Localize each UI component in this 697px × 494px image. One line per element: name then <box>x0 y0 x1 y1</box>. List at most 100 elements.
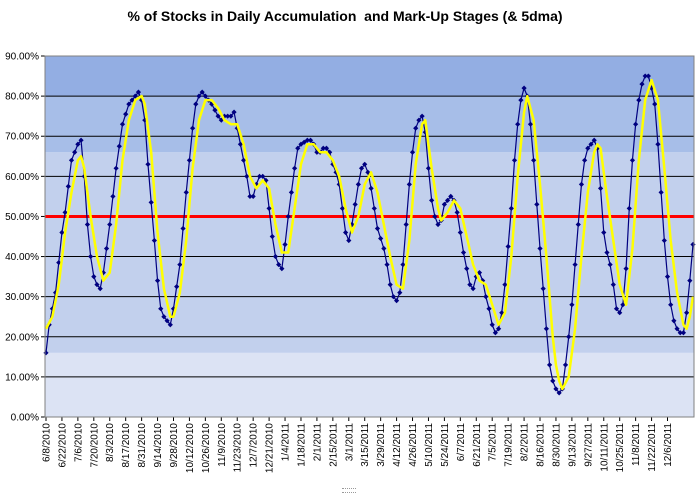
data-point <box>495 326 502 332</box>
data-point <box>97 286 103 292</box>
data-point <box>75 141 81 147</box>
data-point <box>186 157 193 163</box>
data-point <box>276 261 282 268</box>
plot-area-border <box>44 55 695 418</box>
x-tick-label: 10/12/2010 <box>185 423 196 473</box>
x-tick-label: 9/13/2011 <box>567 423 578 467</box>
x-tick-label: 2/1/2011 <box>312 423 323 462</box>
data-point <box>508 205 514 212</box>
y-tick-label: 40.00% <box>5 252 39 263</box>
x-tick-label: 11/9/2010 <box>217 423 228 467</box>
data-point <box>470 286 476 292</box>
data-point <box>623 265 629 272</box>
data-point <box>406 181 412 187</box>
x-tick-label: 3/15/2011 <box>360 423 371 467</box>
data-point <box>460 249 467 256</box>
data-point <box>91 274 97 280</box>
data-point <box>193 101 199 107</box>
data-point <box>358 165 365 171</box>
data-point <box>199 89 205 95</box>
data-point <box>499 310 505 316</box>
x-tick-label: 3/1/2011 <box>344 423 355 462</box>
data-point <box>177 261 183 268</box>
data-point <box>483 294 489 300</box>
data-point <box>620 302 626 308</box>
data-point <box>59 229 65 236</box>
x-tick-label: 1/18/2011 <box>296 423 307 467</box>
data-point <box>260 173 266 179</box>
data-point <box>301 139 307 145</box>
data-point <box>116 143 122 149</box>
data-point <box>687 278 693 284</box>
data-point <box>511 157 518 163</box>
y-tick-label: 30.00% <box>5 292 39 303</box>
data-point <box>244 173 250 179</box>
data-point <box>215 113 221 119</box>
data-point <box>684 310 690 316</box>
data-point <box>642 73 648 79</box>
data-point <box>661 237 667 244</box>
data-point <box>515 121 521 127</box>
data-point <box>365 169 371 175</box>
data-point <box>613 306 620 312</box>
x-tick-label: 6/8/2010 <box>42 423 53 462</box>
data-point <box>626 205 632 212</box>
data-point <box>250 193 256 199</box>
x-tick-label: 10/25/2011 <box>615 423 626 473</box>
data-point <box>110 193 116 199</box>
data-point <box>588 141 594 147</box>
data-point <box>371 205 377 212</box>
data-point <box>655 141 661 147</box>
data-point <box>518 97 524 103</box>
data-point <box>658 189 664 195</box>
x-tick-label: 10/26/2010 <box>201 423 212 473</box>
data-point <box>282 241 288 248</box>
data-point <box>467 282 473 288</box>
data-point <box>531 157 537 163</box>
x-tick-label: 6/7/2011 <box>456 423 467 462</box>
data-point <box>323 145 330 151</box>
data-point <box>151 237 157 244</box>
chart-title: % of Stocks in Daily Accumulation and Ma… <box>127 8 562 24</box>
data-point <box>52 290 59 296</box>
x-tick-label: 9/14/2010 <box>153 423 164 468</box>
data-point <box>393 298 400 304</box>
data-point <box>429 197 435 203</box>
data-point <box>409 149 416 155</box>
data-point <box>527 121 534 127</box>
data-point <box>444 197 451 203</box>
data-point <box>164 318 170 324</box>
x-tick-label: 2/15/2011 <box>328 423 339 467</box>
data-point <box>387 282 393 288</box>
data-point <box>566 334 572 340</box>
data-point <box>546 362 553 368</box>
data-point <box>575 221 581 228</box>
data-point <box>368 185 374 191</box>
data-point <box>521 85 527 91</box>
data-point <box>72 149 78 155</box>
band-3 <box>45 56 694 97</box>
resize-grip[interactable] <box>342 488 356 493</box>
x-tick-label: 11/8/2011 <box>631 423 642 466</box>
data-point <box>132 93 138 99</box>
y-tick-label: 70.00% <box>5 132 39 143</box>
data-point <box>212 107 218 113</box>
data-point <box>502 282 508 288</box>
x-tick-label: 7/5/2011 <box>488 423 499 462</box>
x-tick-label: 11/22/2011 <box>647 423 658 472</box>
x-tick-label: 9/28/2010 <box>169 423 180 468</box>
data-point <box>505 243 511 250</box>
data-point <box>202 93 208 99</box>
data-point <box>154 278 161 284</box>
data-point <box>378 235 384 242</box>
x-tick-label: 8/3/2010 <box>105 423 116 462</box>
data-point <box>279 265 285 272</box>
data-point <box>292 165 298 171</box>
x-tick-label: 7/19/2011 <box>504 423 515 467</box>
data-point <box>103 245 110 252</box>
data-point <box>668 302 674 308</box>
data-point <box>569 302 575 308</box>
data-point <box>107 221 113 228</box>
x-tick-label: 8/31/2010 <box>137 423 148 468</box>
data-point <box>677 330 683 336</box>
